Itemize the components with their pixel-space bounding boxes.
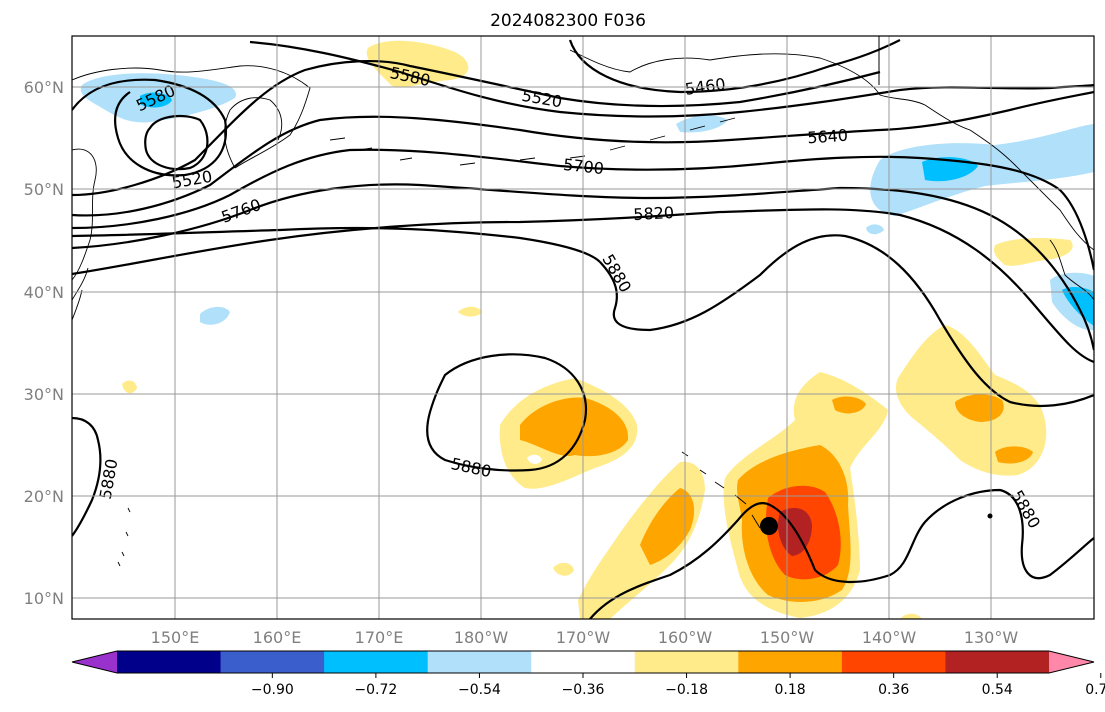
lon-label-180w: 180°W	[454, 628, 509, 647]
contour-5520-west	[144, 114, 209, 171]
colorbar-tick-label: −0.54	[458, 682, 501, 698]
storm-center-marker	[760, 517, 778, 535]
contour-5580-west	[72, 78, 228, 177]
contour-5580-main	[72, 60, 881, 197]
lon-label-130w: 130°W	[964, 628, 1019, 647]
contour-5880-west	[72, 416, 102, 537]
colorbar-segment	[738, 651, 843, 673]
small-point-marker	[987, 513, 993, 519]
contour-5820-b	[72, 226, 601, 263]
colorbar-segment	[427, 651, 532, 673]
lat-label-40n: 40°N	[24, 283, 64, 302]
map-frame	[71, 35, 1095, 620]
blue-core-gulf-alaska	[922, 157, 978, 182]
contour-5640	[72, 90, 1094, 217]
lon-label-170e: 170°E	[355, 628, 404, 647]
orange-area-central	[520, 397, 629, 457]
lat-label-10n: 10°N	[24, 589, 64, 608]
lon-label-140w: 140°W	[862, 628, 917, 647]
lat-label-20n: 20°N	[24, 487, 64, 506]
blue-area-aleutian	[676, 115, 728, 133]
positive-anomaly-shading	[122, 40, 1073, 619]
contour-5880-central	[426, 353, 588, 472]
latitude-labels: 60°N 50°N 40°N 30°N 20°N 10°N	[24, 78, 64, 608]
colorbar-tick-label: 0.72	[1085, 682, 1105, 698]
contour-5880-north	[599, 234, 1094, 408]
lon-label-150e: 150°E	[151, 628, 200, 647]
contour-label-5700: 5700	[562, 155, 604, 178]
colorbar-tick-label: 0.54	[982, 682, 1013, 698]
blue-core-kamchatka	[140, 92, 172, 108]
lat-label-60n: 60°N	[24, 78, 64, 97]
graticule	[72, 36, 1094, 619]
blue-area-small-west	[200, 306, 230, 325]
contour-5820	[72, 208, 1094, 364]
contour-5520-main	[249, 40, 1094, 118]
lon-label-150w: 150°W	[760, 628, 815, 647]
coast-siberia	[72, 65, 311, 169]
orange-area-northeast-1	[955, 394, 1004, 422]
lon-label-160w: 160°W	[658, 628, 713, 647]
yellow-area-small-2	[122, 380, 137, 394]
colorbar-segment	[117, 651, 222, 673]
contour-5880-south	[589, 488, 1094, 619]
colorbar-segment	[531, 651, 636, 673]
lat-label-30n: 30°N	[24, 385, 64, 404]
yellow-area-small-5	[900, 613, 922, 619]
map-layers: 5580 5520 5760 5580 5520 5460 5640 5700 …	[72, 36, 1094, 619]
lon-label-160e: 160°E	[253, 628, 302, 647]
colorbar-segment	[634, 651, 739, 673]
yellow-area-bering	[366, 40, 469, 88]
contour-label-5820: 5820	[633, 203, 675, 224]
yellow-area-small-3	[553, 562, 574, 576]
colorbar-tick-label: 0.18	[775, 682, 806, 698]
colorbar-segment	[841, 651, 946, 673]
contour-label-5640: 5640	[807, 126, 849, 148]
orange-area-small-4	[832, 396, 866, 414]
colorbar-segment	[324, 651, 429, 673]
lon-label-170w: 170°W	[556, 628, 611, 647]
longitude-labels: 150°E 160°E 170°E 180°W 170°W 160°W 150°…	[151, 628, 1019, 647]
blue-area-gulf-alaska	[870, 124, 1094, 216]
orange-area-southwest	[640, 488, 695, 565]
colorbar-outline	[71, 650, 1095, 674]
colorbar-tick-label: 0.36	[878, 682, 909, 698]
blue-area-small-east	[866, 224, 884, 235]
height-contours	[72, 39, 1094, 619]
colorbar-segment	[220, 651, 325, 673]
coast-marianas	[117, 507, 131, 567]
coast-alaska	[569, 49, 1094, 251]
orange-area-northeast-2	[995, 446, 1033, 464]
contour-5760	[72, 183, 1094, 351]
lat-label-50n: 50°N	[24, 180, 64, 199]
white-hole-central	[527, 454, 542, 464]
yellow-area-small-1	[458, 306, 482, 317]
colorbar-arrow-high	[1049, 651, 1094, 673]
colorbar-tick-label: −0.36	[562, 682, 605, 698]
coast-okhotsk	[72, 148, 97, 281]
contour-5700	[72, 148, 1094, 271]
colorbar: −0.90 −0.72 −0.54 −0.36 −0.18 0.18 0.36 0.54 0.7…	[71, 650, 1105, 698]
colorbar-tick-label: −0.72	[354, 682, 397, 698]
colorbar-tick-label: −0.90	[251, 682, 294, 698]
colorbar-arrow-low	[72, 651, 117, 673]
map-title: 2024082300 F036	[490, 11, 646, 31]
colorbar-segment	[945, 651, 1050, 673]
colorbar-tick-label: −0.18	[665, 682, 708, 698]
